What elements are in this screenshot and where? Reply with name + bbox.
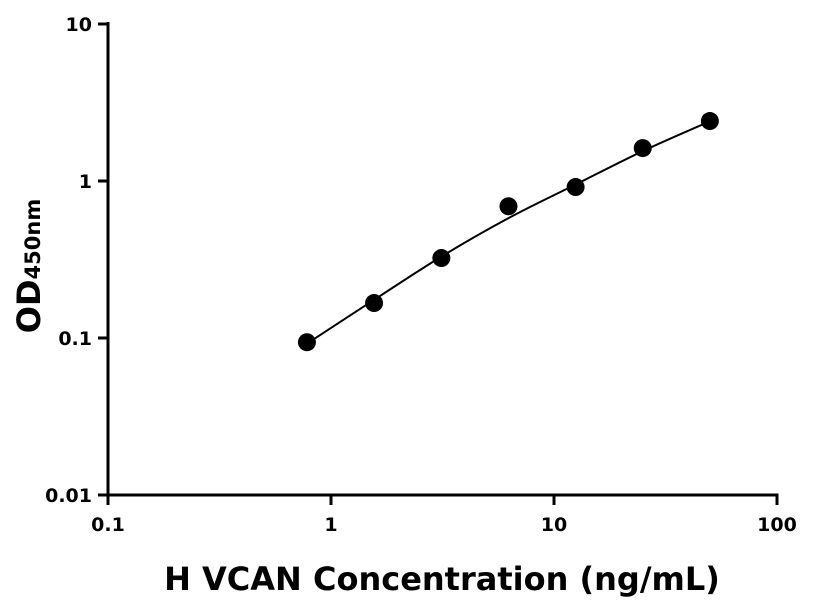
data-point <box>432 249 451 268</box>
data-point <box>297 333 316 352</box>
x-tick-label: 100 <box>757 514 797 536</box>
y-axis-label-sub: 450nm <box>21 199 45 280</box>
y-tick-label: 10 <box>66 14 92 36</box>
data-point <box>633 139 652 158</box>
x-axis-label: H VCAN Concentration (ng/mL) <box>164 560 720 598</box>
data-point <box>499 197 518 216</box>
y-axis-label-main: OD <box>10 279 48 333</box>
y-axis-label: OD450nm <box>10 199 48 333</box>
data-point <box>566 178 585 197</box>
fit-curve <box>306 120 711 345</box>
data-point <box>700 112 719 131</box>
x-tick-label: 1 <box>324 514 337 536</box>
y-tick-label: 1 <box>79 171 92 193</box>
x-tick-label: 0.1 <box>91 514 125 536</box>
y-tick-label: 0.1 <box>58 328 92 350</box>
data-point <box>365 294 384 313</box>
y-tick-label: 0.01 <box>45 485 92 507</box>
x-tick-label: 10 <box>541 514 567 536</box>
